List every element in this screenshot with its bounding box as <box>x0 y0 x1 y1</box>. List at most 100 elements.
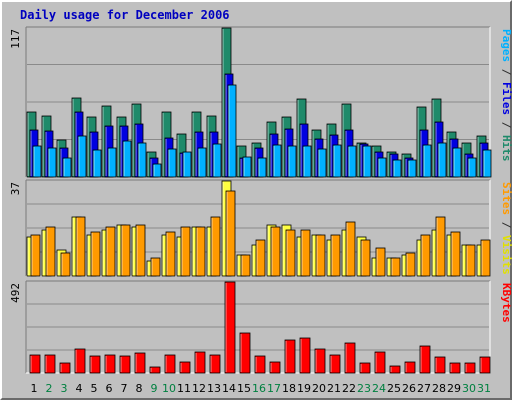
legend-entry: Hits <box>500 135 512 162</box>
pages-bar <box>212 143 222 178</box>
pages-bar <box>407 159 417 178</box>
kbytes-bar <box>164 354 176 374</box>
x-tick-label: 22 <box>342 382 356 395</box>
sites-bar <box>105 226 116 277</box>
sites-bar <box>120 224 131 277</box>
x-tick-label: 5 <box>91 382 98 395</box>
sites-bar <box>30 234 41 277</box>
sites-bar <box>330 234 341 277</box>
x-tick-label: 8 <box>136 382 143 395</box>
pages-bar <box>182 151 192 178</box>
kbytes-bar <box>149 366 161 374</box>
x-tick-label: 25 <box>387 382 401 395</box>
pages-bar <box>167 148 177 178</box>
pages-bar <box>242 156 252 178</box>
kbytes-bar <box>239 332 251 374</box>
kbytes-bar <box>374 351 386 374</box>
sites-bar <box>405 252 416 277</box>
sites-bar <box>135 224 146 277</box>
legend-entry: / <box>500 115 512 135</box>
kbytes-bar <box>389 365 401 374</box>
top-panel: 117 Pages / Files / Hits <box>9 26 512 178</box>
kbytes-bar <box>44 354 56 374</box>
pages-bar <box>62 157 72 178</box>
legend-entry: / <box>500 215 512 235</box>
x-tick-label: 27 <box>417 382 431 395</box>
middle-panel: 37 Sites / Visits <box>9 179 512 277</box>
sites-bar <box>465 244 476 277</box>
kbytes-bar <box>269 361 281 374</box>
x-tick-label: 20 <box>312 382 326 395</box>
x-tick-label: 21 <box>327 382 341 395</box>
x-tick-label: 11 <box>177 382 191 395</box>
sites-bar <box>180 226 191 277</box>
kbytes-bar <box>419 345 431 374</box>
sites-bar <box>240 254 251 277</box>
pages-bar <box>392 159 402 178</box>
x-tick-label: 16 <box>252 382 266 395</box>
sites-bar <box>255 239 266 277</box>
x-tick-label: 1 <box>31 382 38 395</box>
legend-entry: Pages <box>500 29 512 62</box>
x-tick-label: 17 <box>267 382 281 395</box>
sites-bar <box>315 234 326 277</box>
sites-bar <box>450 231 461 277</box>
pages-bar <box>482 149 492 178</box>
top-ymax-label: 117 <box>9 29 22 49</box>
x-tick-label: 12 <box>192 382 206 395</box>
x-tick-label: 3 <box>61 382 68 395</box>
kbytes-bar <box>179 361 191 374</box>
kbytes-bar <box>404 361 416 374</box>
kbytes-bar <box>299 337 311 374</box>
pages-bar <box>47 147 57 178</box>
sites-bar <box>345 221 356 277</box>
pages-bar <box>287 145 297 178</box>
pages-bar <box>137 142 147 178</box>
x-tick-label: 2 <box>46 382 53 395</box>
sites-bar <box>285 229 296 277</box>
pages-bar <box>257 157 267 178</box>
sites-bar <box>45 226 56 277</box>
sites-bar <box>75 216 86 277</box>
kbytes-bar <box>449 362 461 374</box>
pages-bar <box>272 144 282 178</box>
x-tick-label: 15 <box>237 382 251 395</box>
sites-bar <box>435 216 446 277</box>
pages-bar <box>317 148 327 178</box>
pages-bar <box>227 84 237 178</box>
kbytes-bar <box>284 339 296 374</box>
sites-bar <box>195 226 206 277</box>
x-tick-label: 6 <box>106 382 113 395</box>
middle-side-legend: Sites / Visits <box>500 182 512 275</box>
kbytes-bar <box>359 362 371 374</box>
x-tick-label: 23 <box>357 382 371 395</box>
kbytes-bar <box>74 348 86 374</box>
x-tick-label: 9 <box>151 382 158 395</box>
kbytes-bar <box>434 356 446 374</box>
sites-bar <box>420 234 431 277</box>
kbytes-bar <box>29 354 41 374</box>
kbytes-bar <box>254 355 266 374</box>
pages-bar <box>107 147 117 178</box>
pages-bar <box>152 163 162 178</box>
kbytes-bar <box>119 355 131 374</box>
sites-bar <box>360 239 371 277</box>
pages-bar <box>122 140 132 178</box>
legend-entry: Visits <box>500 235 512 275</box>
bottom-panel: 492 KBytes <box>9 280 512 374</box>
pages-bar <box>422 144 432 178</box>
sites-bar <box>90 231 101 277</box>
x-tick-label: 31 <box>477 382 491 395</box>
sites-bar <box>150 257 161 277</box>
kbytes-bar <box>104 354 116 374</box>
x-tick-label: 4 <box>76 382 83 395</box>
sites-bar <box>270 226 281 277</box>
kbytes-bar <box>344 342 356 374</box>
kbytes-bar <box>134 352 146 374</box>
sites-bar <box>480 239 491 277</box>
x-tick-label: 10 <box>162 382 176 395</box>
bottom-side-legend: KBytes <box>500 283 512 323</box>
bottom-ymax-label: 492 <box>9 283 22 303</box>
pages-bar <box>332 144 342 178</box>
pages-bar <box>467 157 477 178</box>
